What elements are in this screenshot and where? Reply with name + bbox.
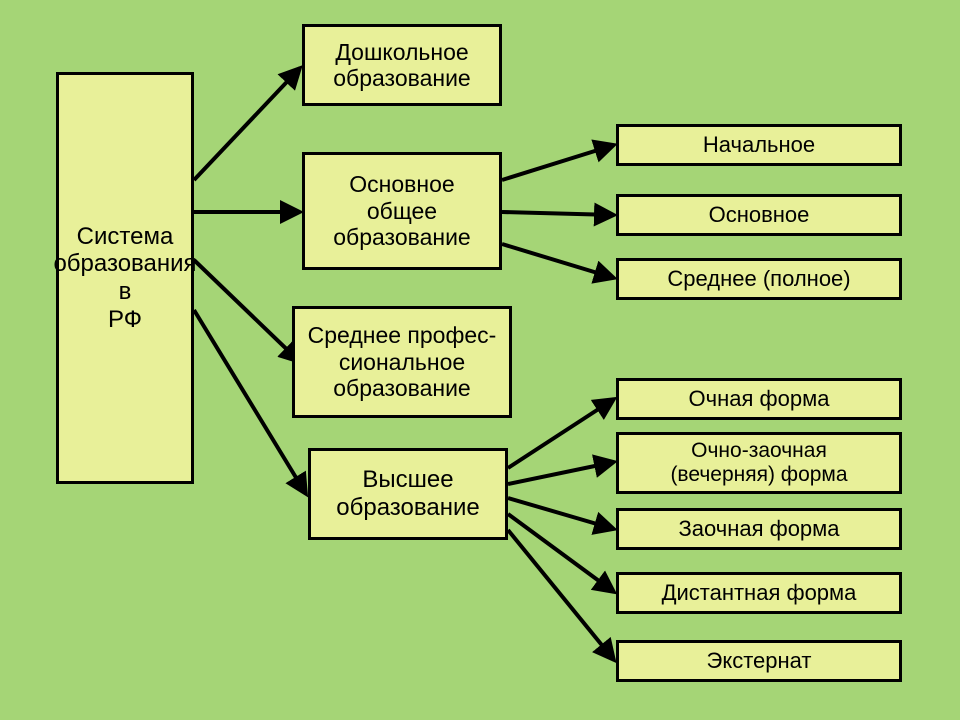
edge-arrow bbox=[194, 260, 300, 362]
node-general: Основноеобщееобразование bbox=[302, 152, 502, 270]
edge-arrow bbox=[502, 145, 614, 180]
node-label: Основноеобщееобразование bbox=[333, 171, 470, 250]
node-primary: Начальное bbox=[616, 124, 902, 166]
node-preschool: Дошкольноеобразование bbox=[302, 24, 502, 106]
node-basic: Основное bbox=[616, 194, 902, 236]
node-remote: Дистантная форма bbox=[616, 572, 902, 614]
node-distance: Заочная форма bbox=[616, 508, 902, 550]
edge-arrow bbox=[508, 530, 614, 660]
edge-arrow bbox=[508, 399, 614, 468]
edge-arrow bbox=[508, 498, 614, 529]
edge-arrow bbox=[502, 212, 614, 215]
edge-arrow bbox=[502, 244, 614, 278]
node-label: СистемаобразованиявРФ bbox=[53, 223, 196, 333]
node-higher: Высшееобразование bbox=[308, 448, 508, 540]
node-parttime: Очно-заочная(вечерняя) форма bbox=[616, 432, 902, 494]
node-external: Экстернат bbox=[616, 640, 902, 682]
node-label: Среднее (полное) bbox=[667, 266, 850, 291]
node-label: Дистантная форма bbox=[662, 580, 857, 605]
node-label: Среднее профес-сиональноеобразование bbox=[308, 322, 497, 401]
node-label: Экстернат bbox=[707, 648, 812, 673]
node-vocational: Среднее профес-сиональноеобразование bbox=[292, 306, 512, 418]
edge-arrow bbox=[194, 68, 300, 180]
node-label: Очно-заочная(вечерняя) форма bbox=[670, 439, 847, 487]
node-fulltime: Очная форма bbox=[616, 378, 902, 420]
node-label: Очная форма bbox=[689, 386, 830, 411]
node-secondary: Среднее (полное) bbox=[616, 258, 902, 300]
node-root: СистемаобразованиявРФ bbox=[56, 72, 194, 484]
edge-arrow bbox=[508, 462, 614, 484]
node-label: Высшееобразование bbox=[336, 466, 479, 521]
node-label: Заочная форма bbox=[678, 516, 839, 541]
edge-arrow bbox=[194, 310, 306, 494]
node-label: Основное bbox=[709, 202, 810, 227]
node-label: Начальное bbox=[703, 132, 815, 157]
node-label: Дошкольноеобразование bbox=[333, 39, 470, 92]
edge-arrow bbox=[508, 514, 614, 592]
